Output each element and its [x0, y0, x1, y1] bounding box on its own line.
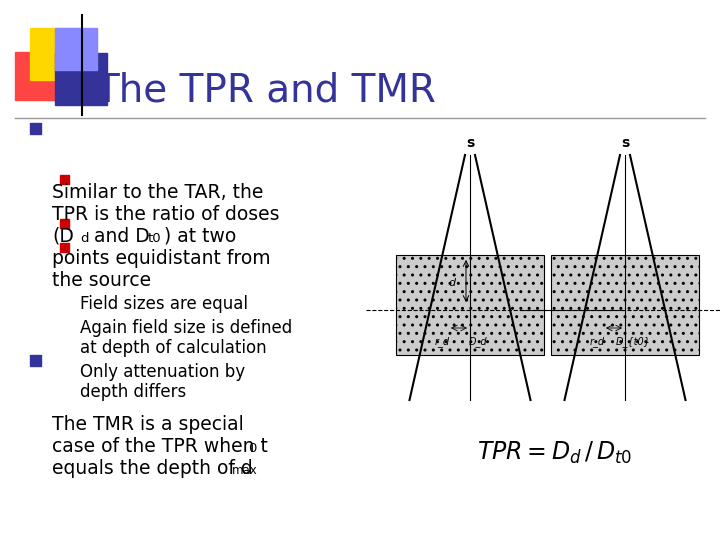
Text: case of the TPR when t: case of the TPR when t [52, 437, 268, 456]
Bar [30, 123, 41, 134]
Text: D_{t0}: D_{t0} [616, 336, 651, 347]
Text: Similar to the TAR, the: Similar to the TAR, the [52, 183, 264, 202]
Text: d: d [80, 232, 89, 245]
Bar [55, 53, 107, 105]
Bar [30, 355, 41, 366]
Text: and D: and D [88, 227, 150, 246]
Text: t0: t0 [148, 232, 161, 245]
Text: The TMR is a special: The TMR is a special [52, 415, 244, 434]
Text: d: d [449, 278, 456, 287]
Text: Only attenuation by: Only attenuation by [80, 363, 245, 381]
Bar [60, 219, 69, 228]
Text: points equidistant from: points equidistant from [52, 249, 271, 268]
Bar [15, 52, 63, 100]
Text: r_d: r_d [590, 336, 605, 347]
Text: depth differs: depth differs [80, 383, 186, 401]
Bar [60, 175, 69, 184]
Bar [55, 28, 97, 70]
Text: s: s [621, 136, 629, 150]
Text: The TPR and TMR: The TPR and TMR [95, 71, 436, 109]
Text: TPR is the ratio of doses: TPR is the ratio of doses [52, 205, 279, 224]
Text: (D: (D [52, 227, 74, 246]
Bar [30, 28, 82, 80]
Text: Field sizes are equal: Field sizes are equal [80, 295, 248, 313]
Text: D_d: D_d [469, 336, 487, 347]
Bar [551, 255, 699, 355]
Text: equals the depth of d: equals the depth of d [52, 459, 253, 478]
Text: 0: 0 [248, 442, 256, 455]
Text: Again field size is defined: Again field size is defined [80, 319, 292, 337]
Text: max: max [232, 464, 258, 477]
Text: r_d: r_d [435, 336, 450, 347]
Text: ) at two: ) at two [164, 227, 236, 246]
Text: s: s [466, 136, 474, 150]
Text: at depth of calculation: at depth of calculation [80, 339, 266, 357]
Bar [396, 255, 544, 355]
Text: $\mathit{TPR} = D_d \,/\, D_{t0}$: $\mathit{TPR} = D_d \,/\, D_{t0}$ [477, 440, 633, 466]
Text: the source: the source [52, 271, 151, 290]
Bar [60, 243, 69, 252]
